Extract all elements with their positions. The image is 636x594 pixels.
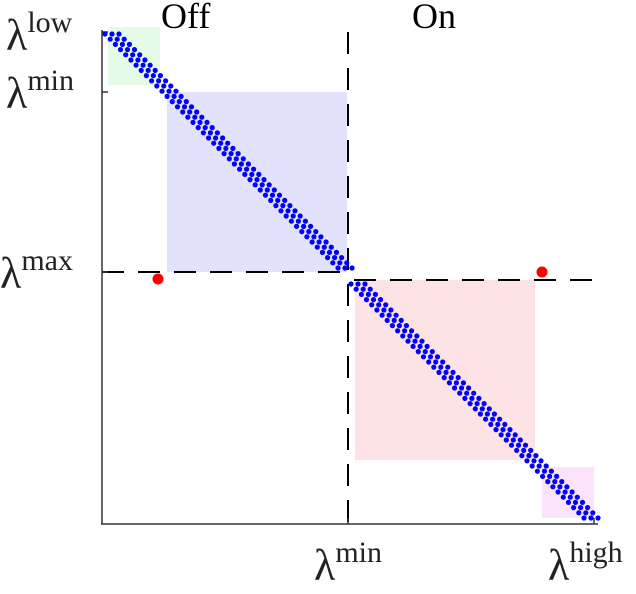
header-on: On	[412, 0, 456, 36]
y-label-min: λmin	[6, 64, 75, 118]
x-label-min: λmin	[314, 536, 383, 590]
diagonal-dot-band	[102, 31, 601, 521]
header-off: Off	[161, 0, 211, 36]
x-label-high: λhigh	[548, 536, 623, 590]
y-label-max: λmax	[0, 244, 73, 298]
y-label-low: λlow	[6, 6, 73, 60]
red-point-left	[152, 273, 164, 285]
red-point-right	[536, 266, 548, 278]
